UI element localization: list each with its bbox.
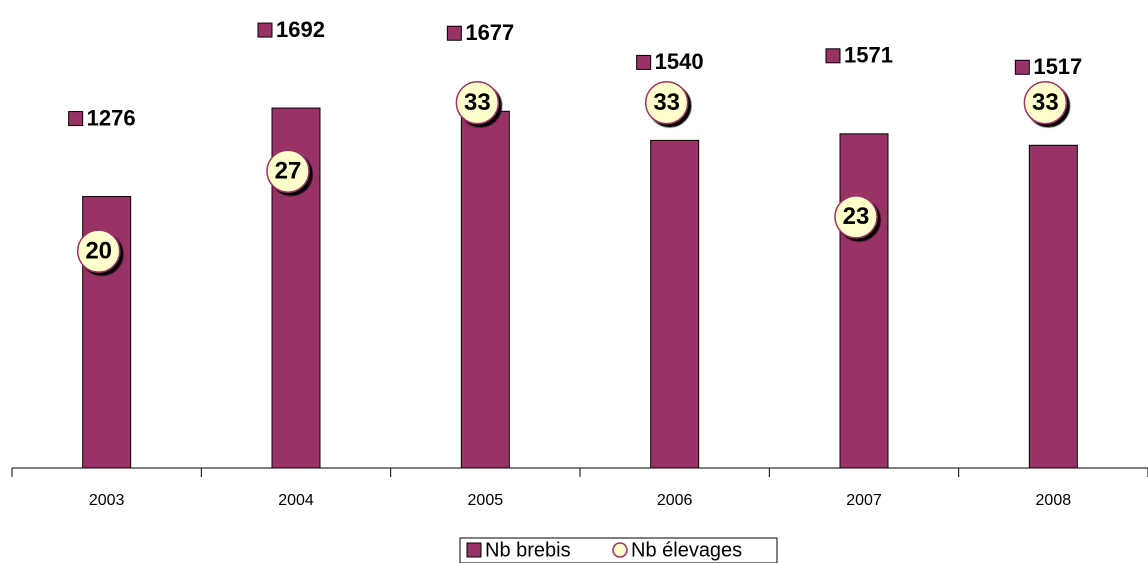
bar-value-label: 1540 bbox=[655, 49, 704, 74]
point-value-label: 20 bbox=[85, 237, 112, 264]
point-value-label: 23 bbox=[843, 203, 870, 230]
bar bbox=[839, 133, 889, 469]
x-tick-label: 2006 bbox=[657, 492, 693, 509]
label-key bbox=[825, 48, 841, 64]
point-value-label: 33 bbox=[653, 89, 680, 116]
bar-value-label: 1692 bbox=[276, 17, 325, 42]
bar-value-label: 1517 bbox=[1033, 54, 1082, 79]
point-value-label: 27 bbox=[275, 158, 302, 185]
point bbox=[644, 80, 689, 125]
label-key bbox=[1014, 59, 1030, 75]
bar bbox=[1028, 144, 1078, 469]
legend-key bbox=[466, 542, 482, 558]
x-tick-label: 2004 bbox=[278, 492, 314, 509]
legend-label: Nb brebis bbox=[485, 539, 571, 561]
label-key bbox=[636, 54, 652, 70]
label-key bbox=[68, 111, 84, 127]
bar-value-label: 1276 bbox=[87, 105, 136, 130]
bar-value-label: 1677 bbox=[465, 20, 514, 45]
point bbox=[455, 80, 500, 125]
x-tick-label: 2007 bbox=[846, 492, 882, 509]
legend-label: Nb élevages bbox=[631, 539, 742, 561]
bar-value-label: 1571 bbox=[844, 43, 893, 68]
x-tick-label: 2008 bbox=[1036, 492, 1072, 509]
point bbox=[76, 229, 121, 273]
x-tick-label: 2003 bbox=[89, 492, 125, 509]
bar bbox=[650, 139, 700, 469]
x-tick-label: 2005 bbox=[468, 492, 504, 509]
legend-key bbox=[612, 542, 628, 558]
legend: Nb brebis Nb élevages bbox=[459, 537, 778, 563]
point bbox=[266, 149, 310, 193]
point-value-label: 33 bbox=[1032, 89, 1059, 116]
label-key bbox=[257, 22, 273, 38]
point-value-label: 33 bbox=[464, 89, 491, 116]
point bbox=[1023, 80, 1068, 125]
bar bbox=[460, 110, 510, 469]
point bbox=[834, 195, 878, 239]
label-key bbox=[446, 25, 462, 41]
